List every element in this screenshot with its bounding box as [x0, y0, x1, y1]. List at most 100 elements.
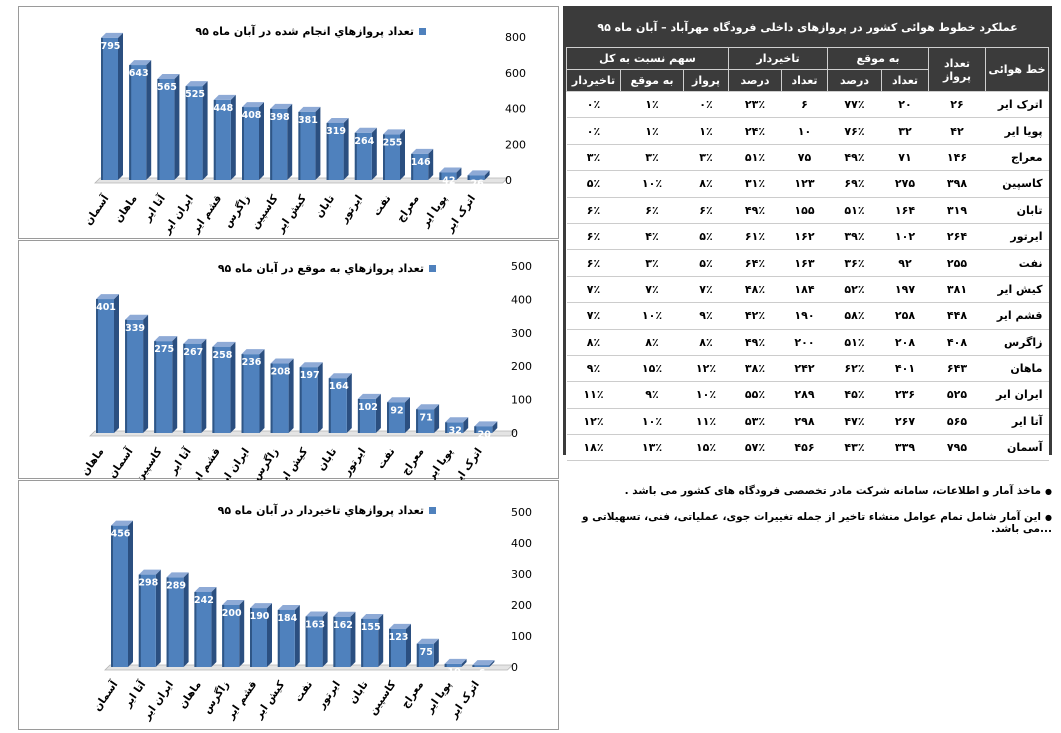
cell-value: ۳۹۸	[928, 170, 986, 198]
note-text: این آمار شامل تمام عوامل منشاء تاخیر از …	[581, 511, 1052, 535]
subheader-delayed-percent: درصد	[728, 69, 782, 92]
data-label: 339	[125, 323, 145, 334]
cell-airline: ماهان	[985, 355, 1049, 383]
cell-value: ۵۲۵	[928, 381, 986, 409]
cell-value: ۷۶٪	[827, 117, 882, 145]
cell-value: ۸٪	[566, 329, 621, 356]
cell-value: ۶٪	[683, 197, 729, 224]
bar	[416, 638, 439, 667]
data-label: 164	[329, 381, 349, 392]
bar	[439, 167, 462, 180]
cell-value: ۳۲	[881, 117, 929, 145]
bar	[411, 148, 434, 180]
bar	[138, 569, 161, 667]
category-label: ایرتور	[315, 679, 343, 712]
data-label: 236	[242, 357, 262, 368]
cell-value: ۰٪	[566, 91, 621, 119]
data-label: 190	[250, 611, 270, 622]
bar	[333, 611, 356, 667]
cell-value: ۱۲۳	[781, 170, 828, 198]
data-label: 102	[358, 402, 378, 413]
cell-value: ۵۵٪	[728, 381, 782, 409]
table-row: معراج ۱۴۶ ۷۱ ۴۹٪ ۷۵ ۵۱٪ ۳٪ ۳٪ ۳٪	[566, 144, 1049, 172]
cell-airline: زاگرس	[985, 329, 1049, 356]
category-label: قشم ایر	[187, 446, 222, 480]
cell-value: ۵۱٪	[827, 197, 882, 224]
chart-delayed-flights: تعداد پروازهاي تاخيردار در آبان ماه ۹۵ 0…	[18, 480, 559, 730]
cell-value: ۳٪	[620, 144, 684, 172]
cell-airline: تابان	[985, 197, 1049, 224]
data-label: 197	[300, 370, 320, 381]
cell-value: ۱۸٪	[566, 434, 621, 462]
cell-value: ۵۱٪	[827, 329, 882, 356]
cell-value: ۴۰۸	[928, 329, 986, 356]
cell-airline: پویا ایر	[985, 117, 1049, 145]
bar	[270, 358, 294, 433]
table-row: زاگرس ۴۰۸ ۲۰۸ ۵۱٪ ۲۰۰ ۴۹٪ ۸٪ ۸٪ ۸٪	[566, 329, 1049, 356]
cell-airline: آتا ایر	[985, 408, 1049, 436]
table-row: نفت ۲۵۵ ۹۲ ۳۶٪ ۱۶۳ ۶۴٪ ۵٪ ۳٪ ۶٪	[566, 249, 1049, 277]
table-row: تابان ۳۱۹ ۱۶۴ ۵۱٪ ۱۵۵ ۴۹٪ ۶٪ ۶٪ ۶٪	[566, 197, 1049, 224]
y-tick-label: 400	[511, 537, 532, 550]
bar	[212, 341, 236, 433]
category-label: نفت	[375, 446, 398, 471]
category-label: ماهان	[176, 679, 203, 711]
performance-table: خط هوائی تعداد پرواز به موقع تاخیردار سه…	[566, 47, 1049, 462]
table-row: آسمان ۷۹۵ ۳۳۹ ۴۳٪ ۴۵۶ ۵۷٪ ۱۵٪ ۱۳٪ ۱۸٪	[566, 434, 1049, 462]
bar	[96, 294, 119, 433]
data-label: 289	[166, 580, 186, 591]
bar	[298, 106, 321, 180]
bullet-icon: ●	[1045, 513, 1052, 522]
cell-value: ۹٪	[683, 302, 729, 330]
y-tick-label: 0	[511, 661, 518, 674]
cell-value: ۶۹٪	[827, 170, 882, 198]
cell-value: ۱٪	[620, 117, 684, 145]
cell-value: ۳۹٪	[827, 223, 882, 251]
cell-value: ۷٪	[566, 276, 621, 304]
y-tick-label: 300	[511, 568, 532, 581]
cell-value: ۸٪	[620, 329, 684, 356]
data-label: 275	[154, 344, 174, 355]
cell-value: ۲۳۶	[881, 381, 929, 409]
cell-value: ۱۳٪	[620, 434, 684, 462]
category-label: معراج	[399, 679, 426, 711]
cell-value: ۰٪	[683, 91, 729, 119]
data-label: 184	[277, 613, 297, 624]
cell-value: ۴۳٪	[827, 434, 882, 462]
bar	[270, 103, 293, 180]
bar	[357, 393, 381, 433]
category-label: ایرتور	[337, 193, 365, 226]
cell-value: ۶٪	[566, 223, 621, 251]
cell-value: ۲۴٪	[728, 117, 782, 145]
cell-value: ۱٪	[620, 91, 684, 119]
table-row: اترک ایر ۲۶ ۲۰ ۷۷٪ ۶ ۲۳٪ ۰٪ ۱٪ ۰٪	[566, 91, 1049, 119]
cell-value: ۳۳۹	[881, 434, 929, 462]
y-tick-label: 400	[511, 293, 532, 306]
cell-value: ۲۶۴	[928, 223, 986, 251]
data-label: 75	[420, 647, 433, 658]
data-label: 255	[383, 137, 403, 148]
data-label: 298	[138, 578, 158, 589]
cell-value: ۲۳٪	[728, 91, 782, 119]
y-tick-label: 200	[511, 360, 532, 373]
cell-value: ۴۴۸	[928, 302, 986, 330]
category-label: تابان	[315, 446, 339, 473]
data-label: 71	[419, 412, 432, 423]
note-source: ●ماخذ آمار و اطلاعات، سامانه شرکت مادر ت…	[570, 485, 1052, 497]
header-on-time: به موقع	[827, 47, 929, 70]
bar	[445, 417, 469, 433]
header-flights: تعداد پرواز	[928, 47, 986, 92]
cell-value: ۱۰۲	[881, 223, 929, 251]
bar	[277, 604, 300, 667]
category-label: کیش ایر	[274, 192, 310, 236]
data-label: 242	[194, 595, 214, 606]
category-label: نفت	[371, 193, 394, 218]
cell-value: ۱۲٪	[683, 355, 729, 383]
cell-airline: قشم ایر	[985, 302, 1049, 330]
bar	[222, 600, 245, 667]
cell-value: ۳٪	[566, 144, 621, 172]
bullet-icon: ●	[1045, 487, 1052, 496]
cell-value: ۱۶۲	[781, 223, 828, 251]
category-label: آتا ایر	[140, 192, 168, 225]
cell-value: ۴٪	[620, 223, 684, 251]
